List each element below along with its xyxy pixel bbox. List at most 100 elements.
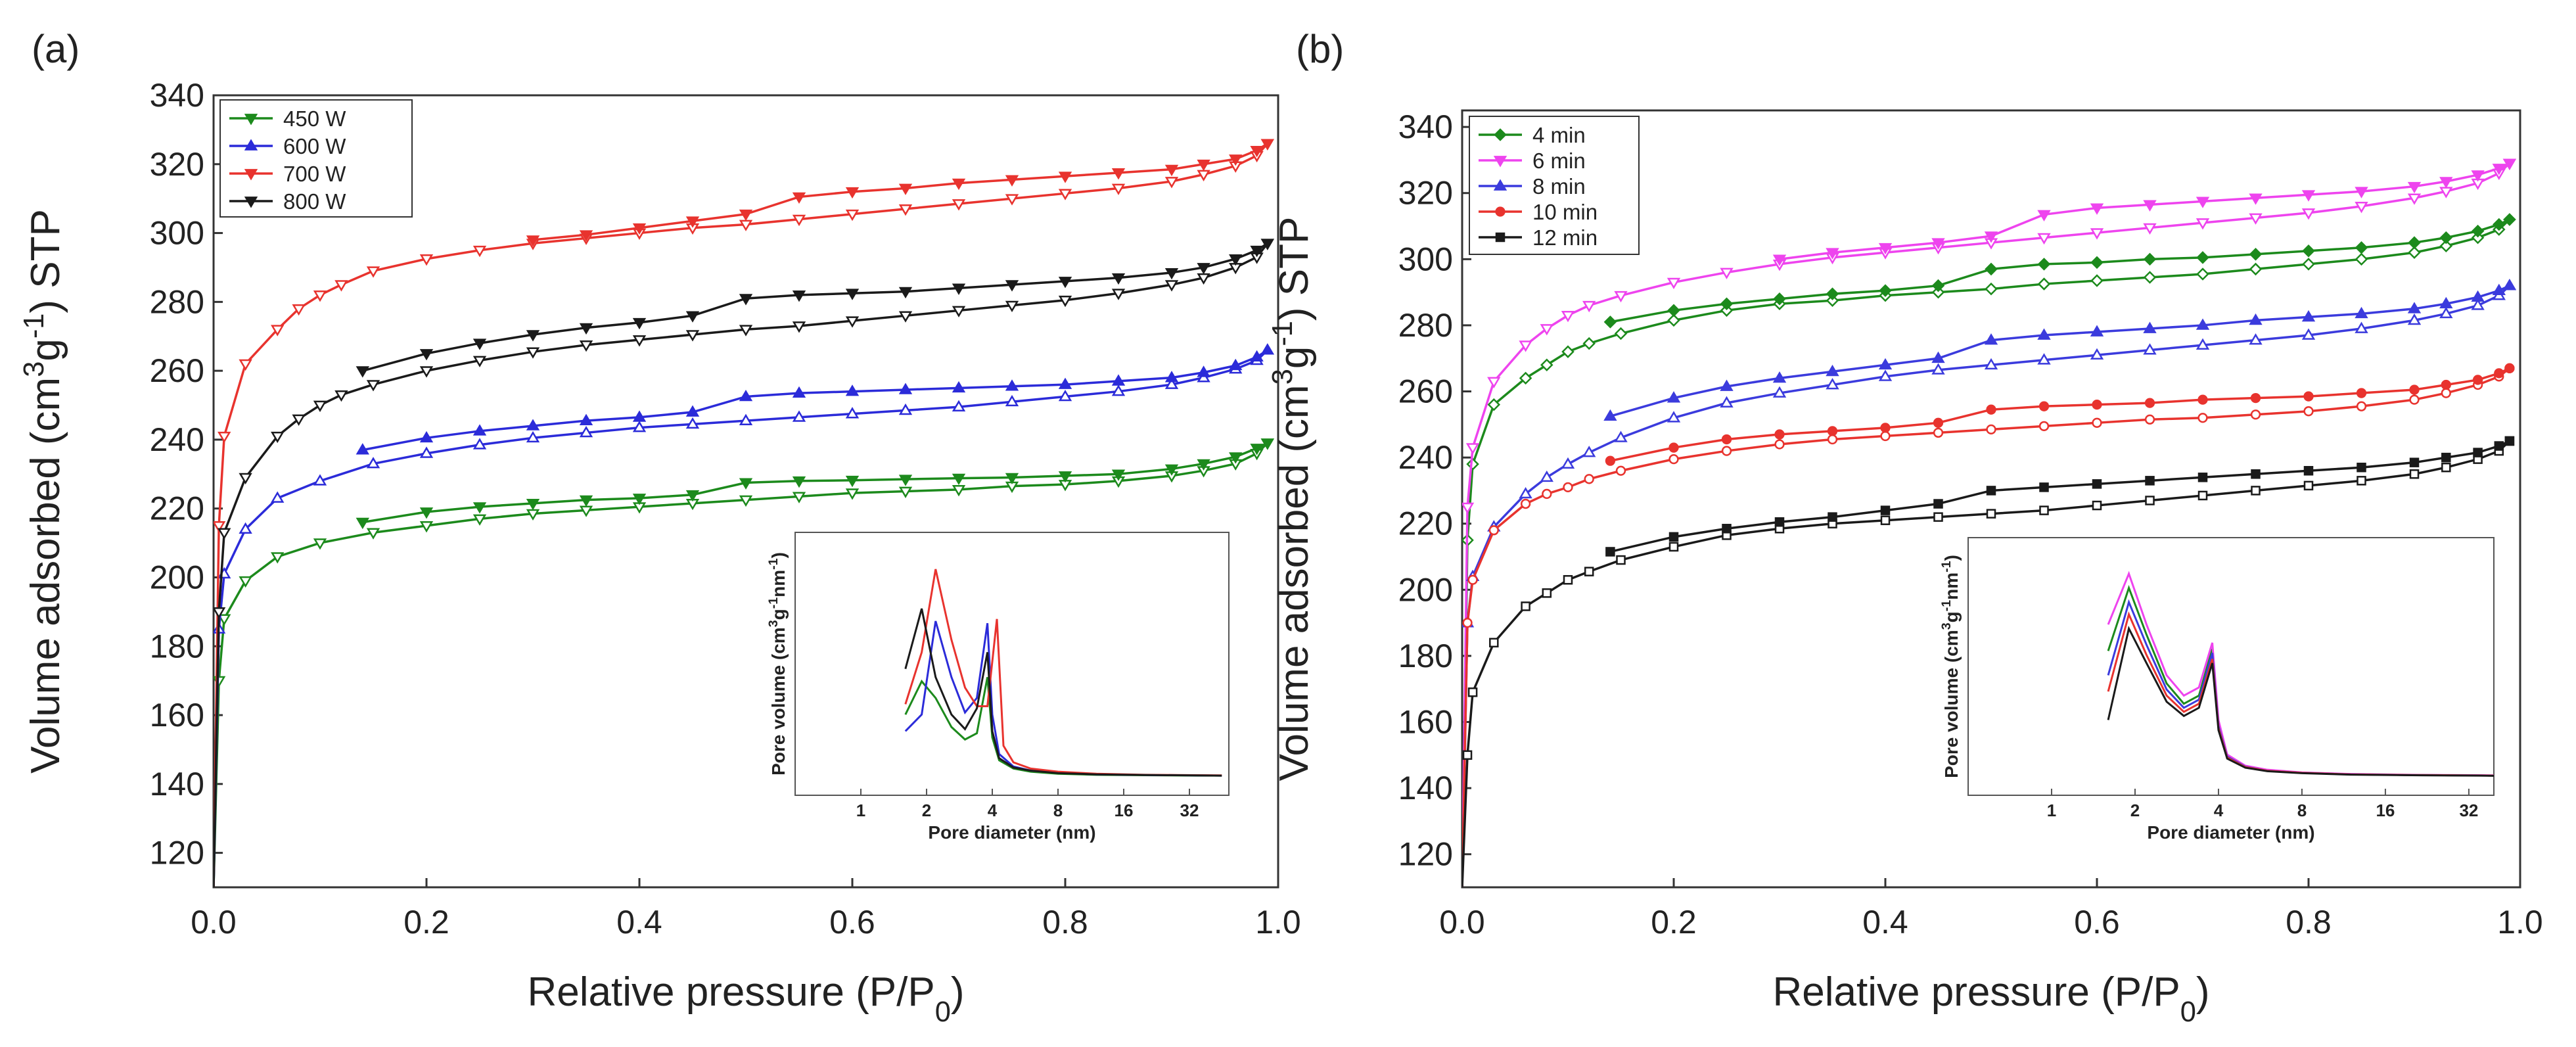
data-point — [1111, 273, 1126, 285]
data-point — [1197, 159, 1210, 172]
data-point — [2250, 409, 2261, 420]
inset-x-tick-label: 16 — [2376, 801, 2395, 820]
data-point — [1229, 154, 1243, 166]
data-point — [1462, 502, 1475, 515]
data-point — [1058, 172, 1072, 183]
data-point — [2439, 296, 2453, 309]
y-tick-label: 140 — [150, 766, 204, 803]
data-point — [1521, 601, 1530, 611]
data-point — [1827, 434, 1838, 445]
data-point — [2196, 268, 2209, 281]
data-point — [1986, 424, 1996, 435]
data-point — [2037, 328, 2051, 340]
inset-series-line — [2107, 625, 2494, 777]
legend-entry: 4 min — [1532, 123, 1586, 147]
data-point — [579, 340, 593, 352]
data-point — [271, 431, 285, 444]
data-point — [1488, 525, 1499, 536]
data-point — [2302, 258, 2315, 271]
data-point — [526, 330, 540, 342]
series-line-adsorption — [214, 243, 1269, 887]
data-point — [1826, 287, 1839, 300]
data-point — [1933, 512, 1943, 522]
data-point — [2092, 479, 2102, 489]
y-tick-label: 320 — [150, 146, 204, 183]
data-point — [1250, 350, 1264, 362]
series-group — [1462, 158, 2517, 887]
data-point — [2196, 218, 2210, 230]
series-line-adsorption — [214, 349, 1269, 887]
data-point — [1250, 444, 1264, 455]
inset-series-group — [904, 569, 1222, 777]
data-point — [1467, 687, 1478, 697]
data-point — [2407, 302, 2422, 314]
data-point — [2143, 200, 2157, 212]
data-point — [2472, 375, 2483, 385]
data-point — [579, 323, 593, 335]
data-point — [1878, 358, 1893, 370]
data-point — [2355, 252, 2368, 266]
y-tick-label: 260 — [150, 352, 204, 389]
y-tick-label: 220 — [1398, 505, 1453, 542]
data-point — [2039, 505, 2049, 515]
data-point — [2301, 328, 2316, 340]
data-point — [952, 473, 966, 486]
x-tick-label: 1.0 — [2497, 904, 2543, 941]
data-point — [1561, 345, 1575, 358]
data-point — [1721, 434, 1732, 445]
data-point — [419, 254, 434, 266]
data-point — [2441, 379, 2451, 390]
y-tick-label: 340 — [150, 77, 204, 114]
data-point — [1058, 377, 1072, 389]
data-point — [1984, 231, 1998, 243]
data-point — [2357, 476, 2366, 486]
y-tick-label: 240 — [1398, 439, 1453, 476]
data-point — [739, 478, 753, 490]
data-point — [1111, 183, 1126, 195]
data-point — [1164, 464, 1179, 476]
data-point — [1985, 282, 1998, 296]
data-point — [1614, 430, 1628, 442]
inset-x-tick-label: 4 — [2214, 801, 2224, 820]
data-point — [526, 430, 540, 443]
data-point — [2439, 306, 2453, 319]
data-point — [1985, 262, 1998, 276]
data-point — [2407, 313, 2422, 325]
data-point — [632, 410, 647, 422]
data-point — [1250, 145, 1264, 158]
data-point — [2090, 325, 2104, 337]
data-point — [1582, 337, 1596, 350]
data-point — [898, 287, 913, 299]
data-point — [472, 338, 487, 350]
data-point — [952, 199, 966, 211]
legend-entry: 6 min — [1532, 149, 1586, 173]
legend-entry: 700 W — [283, 162, 346, 186]
data-point — [239, 473, 252, 485]
data-point — [1615, 465, 1626, 476]
series-line-adsorption — [214, 442, 1269, 887]
data-point — [1111, 168, 1126, 180]
data-point — [419, 446, 434, 458]
data-point — [952, 283, 966, 295]
data-point — [271, 552, 285, 564]
data-point — [313, 474, 327, 486]
data-point — [2145, 496, 2155, 505]
data-point — [952, 485, 966, 497]
data-point — [218, 431, 231, 444]
data-point — [1667, 314, 1680, 327]
data-point — [313, 538, 327, 550]
data-point — [2408, 236, 2421, 249]
data-point — [1667, 277, 1681, 290]
data-point — [1005, 300, 1019, 313]
data-point — [1826, 364, 1839, 377]
data-point — [419, 366, 434, 378]
series-line-desorption — [1610, 367, 2510, 462]
y-tick-label: 180 — [150, 628, 204, 664]
data-point — [898, 383, 913, 394]
data-point — [2441, 388, 2451, 398]
data-point — [2439, 239, 2453, 252]
y-tick-label: 300 — [150, 215, 204, 252]
legend-marker — [244, 114, 258, 126]
x-tick-label: 0.8 — [2286, 904, 2332, 941]
data-point — [1668, 442, 1679, 453]
